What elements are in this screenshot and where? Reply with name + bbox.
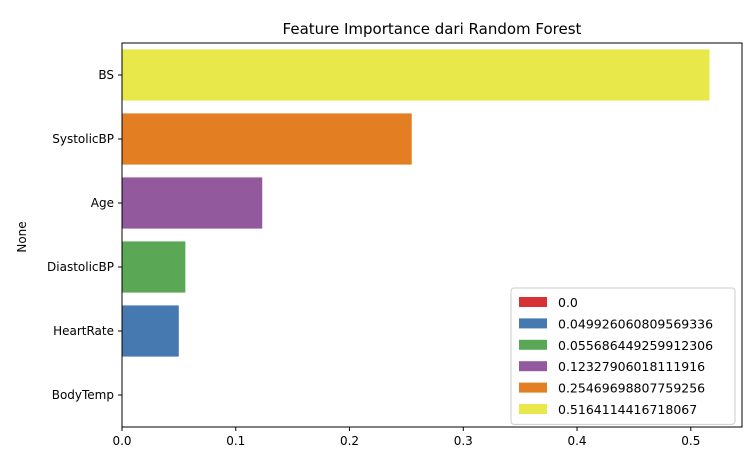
y-tick-label: BS xyxy=(98,68,114,82)
bar-heartrate xyxy=(122,305,179,357)
x-tick-label: 0.1 xyxy=(226,434,245,448)
legend-swatch xyxy=(519,339,547,350)
bar-systolicbp xyxy=(122,113,412,165)
x-tick-label: 0.2 xyxy=(340,434,359,448)
y-tick-label: SystolicBP xyxy=(52,132,114,146)
y-tick-label: BodyTemp xyxy=(52,388,114,402)
legend-label: 0.049926060809569336 xyxy=(558,316,713,331)
legend-label: 0.5164114416718067 xyxy=(558,402,697,417)
bar-bs xyxy=(122,49,710,101)
bars-group xyxy=(122,49,710,357)
y-ticks-group: BS SystolicBP Age DiastolicBP HeartRate BodyT… xyxy=(47,68,122,402)
bar-diastolicbp xyxy=(122,241,186,293)
legend-label: 0.12327906018111916 xyxy=(558,359,705,374)
chart-title: Feature Importance dari Random Forest xyxy=(283,20,582,38)
legend-swatch xyxy=(519,297,547,307)
legend-swatch xyxy=(519,318,547,329)
bar-age xyxy=(122,177,263,229)
x-tick-label: 0.0 xyxy=(112,434,131,448)
x-tick-label: 0.3 xyxy=(454,434,473,448)
legend-label: 0.25469698807759256 xyxy=(558,381,705,396)
y-tick-label: Age xyxy=(91,196,114,210)
y-axis-label: None xyxy=(15,221,29,252)
x-tick-label: 0.4 xyxy=(567,434,586,448)
y-tick-label: DiastolicBP xyxy=(47,260,114,274)
legend: 0.0 0.049926060809569336 0.055686449259912… xyxy=(510,287,736,425)
legend-swatch xyxy=(519,361,547,372)
legend-label: 0.055686449259912306 xyxy=(558,338,713,353)
legend-label: 0.0 xyxy=(558,295,578,310)
plot-frame xyxy=(121,42,743,428)
legend-swatch xyxy=(519,404,547,414)
legend-box xyxy=(510,287,736,425)
y-tick-label: HeartRate xyxy=(53,324,114,338)
legend-swatch xyxy=(519,382,547,393)
x-tick-label: 0.5 xyxy=(681,434,700,448)
x-ticks-group: 0.0 0.1 0.2 0.3 0.4 0.5 xyxy=(112,427,700,448)
